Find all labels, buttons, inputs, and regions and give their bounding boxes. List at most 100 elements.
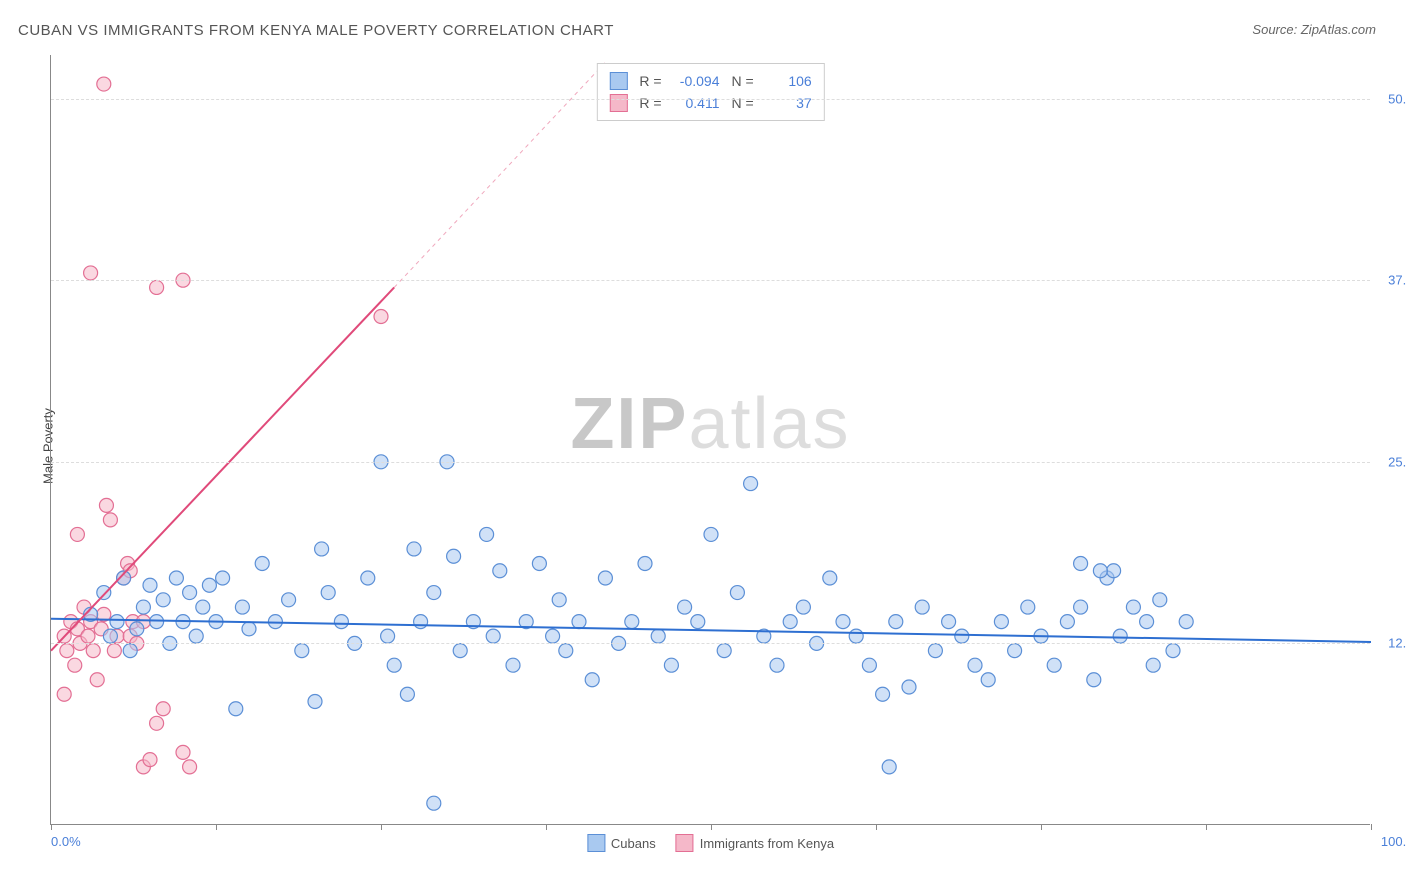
xtick: [1206, 824, 1207, 830]
scatter-point: [744, 477, 758, 491]
ytick-label: 25.0%: [1388, 454, 1406, 469]
scatter-point: [255, 556, 269, 570]
xtick: [876, 824, 877, 830]
scatter-point: [849, 629, 863, 643]
scatter-point: [796, 600, 810, 614]
scatter-point: [994, 615, 1008, 629]
scatter-point: [1179, 615, 1193, 629]
xtick: [546, 824, 547, 830]
xtick: [216, 824, 217, 830]
scatter-point: [862, 658, 876, 672]
scatter-point: [97, 586, 111, 600]
scatter-point: [559, 644, 573, 658]
scatter-point: [70, 527, 84, 541]
scatter-point: [1008, 644, 1022, 658]
corr-row-series-0: R = -0.094 N = 106: [609, 70, 811, 92]
source-value: ZipAtlas.com: [1301, 22, 1376, 37]
xtick: [1371, 824, 1372, 830]
scatter-point: [1140, 615, 1154, 629]
n-label: N =: [732, 70, 754, 92]
xtick-label-right: 100.0%: [1381, 834, 1406, 849]
scatter-point: [770, 658, 784, 672]
scatter-point: [651, 629, 665, 643]
scatter-point: [876, 687, 890, 701]
source-attribution: Source: ZipAtlas.com: [1252, 22, 1376, 37]
scatter-point: [1153, 593, 1167, 607]
scatter-point: [889, 615, 903, 629]
scatter-point: [486, 629, 500, 643]
scatter-point: [1107, 564, 1121, 578]
scatter-point: [315, 542, 329, 556]
n-value-0: 106: [762, 70, 812, 92]
scatter-point: [81, 629, 95, 643]
corr-row-series-1: R = 0.411 N = 37: [609, 92, 811, 114]
legend-item-1: Immigrants from Kenya: [676, 834, 834, 852]
xtick: [51, 824, 52, 830]
scatter-point: [321, 586, 335, 600]
legend-label-0: Cubans: [611, 836, 656, 851]
n-label: N =: [732, 92, 754, 114]
scatter-point: [1146, 658, 1160, 672]
scatter-point: [882, 760, 896, 774]
scatter-point: [189, 629, 203, 643]
scatter-point: [638, 556, 652, 570]
correlation-legend: R = -0.094 N = 106 R = 0.411 N = 37: [596, 63, 824, 121]
scatter-point: [1087, 673, 1101, 687]
scatter-point: [625, 615, 639, 629]
swatch-series-0: [609, 72, 627, 90]
r-value-0: -0.094: [670, 70, 720, 92]
scatter-point: [427, 586, 441, 600]
xtick-label-left: 0.0%: [51, 834, 81, 849]
scatter-point: [915, 600, 929, 614]
legend-label-1: Immigrants from Kenya: [700, 836, 834, 851]
r-label: R =: [639, 70, 661, 92]
n-value-1: 37: [762, 92, 812, 114]
scatter-point: [414, 615, 428, 629]
scatter-point: [110, 615, 124, 629]
scatter-point: [183, 586, 197, 600]
scatter-point: [704, 527, 718, 541]
scatter-point: [717, 644, 731, 658]
scatter-point: [361, 571, 375, 585]
chart-svg: [51, 55, 1370, 824]
scatter-point: [60, 644, 74, 658]
scatter-point: [84, 266, 98, 280]
scatter-point: [400, 687, 414, 701]
scatter-point: [1047, 658, 1061, 672]
scatter-point: [928, 644, 942, 658]
scatter-point: [955, 629, 969, 643]
scatter-point: [585, 673, 599, 687]
scatter-point: [387, 658, 401, 672]
gridline-h: [51, 99, 1370, 100]
scatter-point: [678, 600, 692, 614]
scatter-point: [407, 542, 421, 556]
scatter-point: [447, 549, 461, 563]
scatter-point: [86, 644, 100, 658]
scatter-point: [664, 658, 678, 672]
swatch-series-1: [609, 94, 627, 112]
gridline-h: [51, 280, 1370, 281]
scatter-point: [374, 310, 388, 324]
scatter-point: [493, 564, 507, 578]
scatter-point: [97, 77, 111, 91]
r-label: R =: [639, 92, 661, 114]
scatter-point: [136, 600, 150, 614]
scatter-point: [1021, 600, 1035, 614]
scatter-point: [546, 629, 560, 643]
scatter-point: [783, 615, 797, 629]
scatter-point: [183, 760, 197, 774]
scatter-point: [968, 658, 982, 672]
r-value-1: 0.411: [670, 92, 720, 114]
trendline-series-1: [51, 287, 394, 650]
scatter-point: [143, 753, 157, 767]
scatter-point: [1093, 564, 1107, 578]
scatter-point: [150, 716, 164, 730]
swatch-series-0: [587, 834, 605, 852]
scatter-point: [1074, 600, 1088, 614]
scatter-point: [730, 586, 744, 600]
ytick-label: 37.5%: [1388, 273, 1406, 288]
gridline-h: [51, 462, 1370, 463]
scatter-point: [1113, 629, 1127, 643]
scatter-point: [1126, 600, 1140, 614]
scatter-point: [57, 687, 71, 701]
